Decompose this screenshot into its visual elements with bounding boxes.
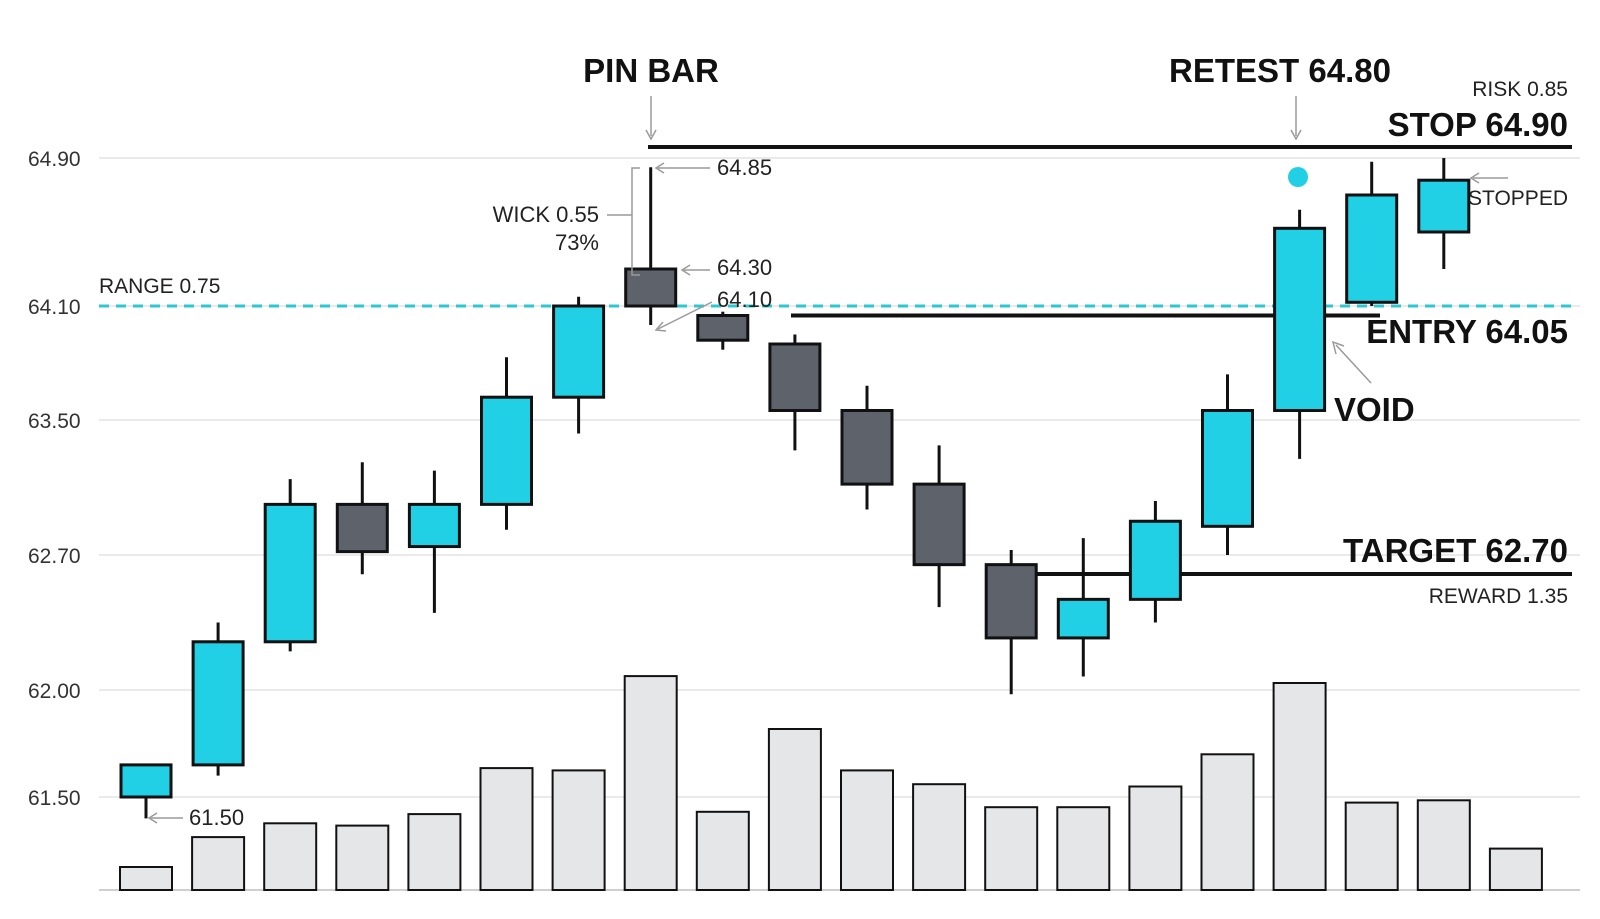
wick-bracket	[631, 167, 640, 276]
volume-bar	[695, 810, 750, 891]
void-arrowhead	[1331, 340, 1345, 355]
retest-dot	[1288, 167, 1308, 187]
pin-high-arrowhead	[654, 162, 665, 174]
candle	[191, 622, 245, 776]
candle	[1345, 161, 1399, 306]
volume-bar	[1056, 806, 1111, 892]
y-tick-label: 63.50	[28, 410, 81, 433]
volume-bar	[767, 728, 822, 891]
stopped-label: STOPPED	[1468, 187, 1568, 210]
volume-bar	[1344, 801, 1399, 891]
candle	[912, 445, 966, 608]
volume-bar	[191, 836, 246, 891]
stop-label: STOP 64.90	[1388, 106, 1568, 143]
volume-bar	[623, 675, 678, 891]
volume-bar	[1416, 799, 1471, 891]
pin-close-label: 64.10	[717, 287, 772, 312]
volume-bar	[1128, 785, 1183, 891]
candle-body-bear	[335, 502, 389, 554]
volume-bar	[263, 822, 318, 891]
candle	[696, 311, 750, 350]
candle-body-bull	[1273, 226, 1327, 412]
candle-body-bear	[696, 314, 750, 342]
candle	[984, 549, 1038, 695]
candle-body-bear	[840, 409, 894, 486]
volume-bar	[479, 767, 534, 891]
candle	[552, 296, 606, 434]
volume-bar	[840, 769, 894, 892]
volume-bar	[119, 866, 173, 891]
candle	[768, 334, 822, 451]
candle-body-bear	[768, 342, 822, 412]
pin-bar-arrowhead	[645, 129, 657, 141]
pin-close-leader	[657, 301, 713, 330]
entry-label: ENTRY 64.05	[1366, 313, 1568, 350]
candle	[1201, 374, 1254, 555]
volume-bar	[335, 824, 390, 891]
void-leader	[1335, 344, 1372, 384]
pin-high-label: 64.85	[717, 155, 772, 180]
candle	[1128, 501, 1182, 623]
candle-body-bull	[119, 763, 173, 799]
candle	[335, 462, 389, 575]
candle-body-bull	[1417, 178, 1471, 234]
candle	[840, 385, 894, 510]
wick-pct-label: 73%	[555, 230, 599, 255]
candle-body-bull	[263, 502, 317, 644]
candle	[1273, 209, 1327, 459]
volume-bar	[407, 813, 462, 891]
volume-bar	[984, 806, 1039, 892]
candle-body-bear	[984, 563, 1038, 640]
volume-bar	[912, 783, 967, 892]
arrows	[147, 96, 1508, 824]
reward-label: REWARD 1.35	[1429, 585, 1568, 608]
candle-body-bull	[407, 502, 461, 549]
candle	[624, 167, 678, 325]
volume-bar	[1272, 682, 1327, 891]
range-label: RANGE 0.75	[99, 275, 220, 298]
annotations-layer: PIN BAR RETEST 64.80 RISK 0.85 STOP 64.9…	[99, 52, 1568, 830]
candle-body-bull	[552, 304, 606, 399]
candle-body-bear	[912, 482, 966, 567]
y-tick-label: 62.00	[28, 680, 81, 703]
pin-open-label: 64.30	[717, 255, 772, 280]
retest-arrowhead	[1290, 129, 1302, 141]
candle	[263, 479, 317, 652]
pin-open-arrowhead	[680, 264, 691, 276]
candle-body-bull	[191, 640, 245, 767]
candle	[1417, 158, 1471, 269]
volume-layer	[99, 675, 1580, 892]
y-tick-label: 61.50	[28, 787, 81, 810]
candle-body-bull	[1128, 519, 1182, 601]
retest-label: RETEST 64.80	[1169, 52, 1391, 89]
y-tick-label: 64.10	[28, 296, 81, 319]
candle	[480, 357, 533, 530]
candle-body-bull	[480, 395, 533, 506]
candle-body-bull	[1345, 193, 1399, 304]
pin-bar-label: PIN BAR	[583, 52, 719, 89]
candle	[1056, 538, 1110, 677]
pin-close-arrowhead	[654, 321, 667, 332]
candles-layer	[119, 158, 1471, 819]
candle-body-bull	[1056, 597, 1110, 640]
stopped-arrowhead	[1469, 172, 1480, 184]
volume-bar	[1200, 753, 1255, 891]
void-label: VOID	[1334, 391, 1415, 428]
volume-bar	[551, 769, 606, 892]
candle	[119, 763, 173, 819]
risk-label: RISK 0.85	[1472, 78, 1568, 101]
candle-body-bull	[1201, 409, 1254, 528]
volume-bar	[1488, 847, 1543, 891]
first-low-arrowhead	[147, 812, 158, 824]
target-label: TARGET 62.70	[1343, 532, 1568, 569]
y-tick-label: 64.90	[28, 148, 81, 171]
y-tick-label: 62.70	[28, 545, 81, 568]
candle	[407, 470, 461, 613]
first-low-label: 61.50	[189, 805, 244, 830]
wick-value-label: WICK 0.55	[493, 202, 599, 227]
